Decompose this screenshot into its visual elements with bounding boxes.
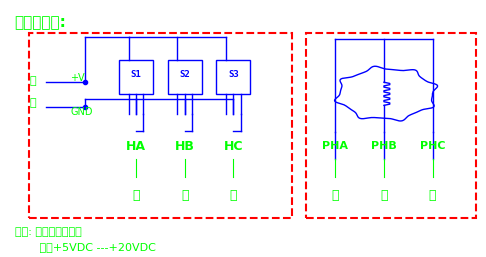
Bar <box>216 60 250 94</box>
Text: 电压+5VDC ---+20VDC: 电压+5VDC ---+20VDC <box>15 242 156 252</box>
Text: 蓝: 蓝 <box>229 189 237 202</box>
Text: 黄: 黄 <box>331 189 339 202</box>
Text: 绿: 绿 <box>181 189 189 202</box>
Text: HB: HB <box>175 140 194 153</box>
Text: S1: S1 <box>131 70 141 79</box>
Text: +V: +V <box>70 74 85 83</box>
Text: 注意: 霍尔的工作电压: 注意: 霍尔的工作电压 <box>15 227 81 237</box>
Text: 黄: 黄 <box>132 189 140 202</box>
Bar <box>119 60 153 94</box>
Text: HC: HC <box>224 140 243 153</box>
Text: GND: GND <box>70 107 93 117</box>
Text: PHC: PHC <box>420 142 445 151</box>
Bar <box>29 33 292 218</box>
Bar <box>306 33 476 218</box>
Text: HA: HA <box>126 140 146 153</box>
Text: PHB: PHB <box>371 142 397 151</box>
Text: PHA: PHA <box>322 142 348 151</box>
Text: 蓝: 蓝 <box>429 189 436 202</box>
Text: 连接示意图:: 连接示意图: <box>15 15 67 30</box>
Bar <box>168 60 202 94</box>
Text: S2: S2 <box>179 70 190 79</box>
Text: 黑: 黑 <box>29 98 36 108</box>
Text: 绿: 绿 <box>380 189 388 202</box>
Text: 红: 红 <box>29 76 36 86</box>
Text: S3: S3 <box>228 70 239 79</box>
